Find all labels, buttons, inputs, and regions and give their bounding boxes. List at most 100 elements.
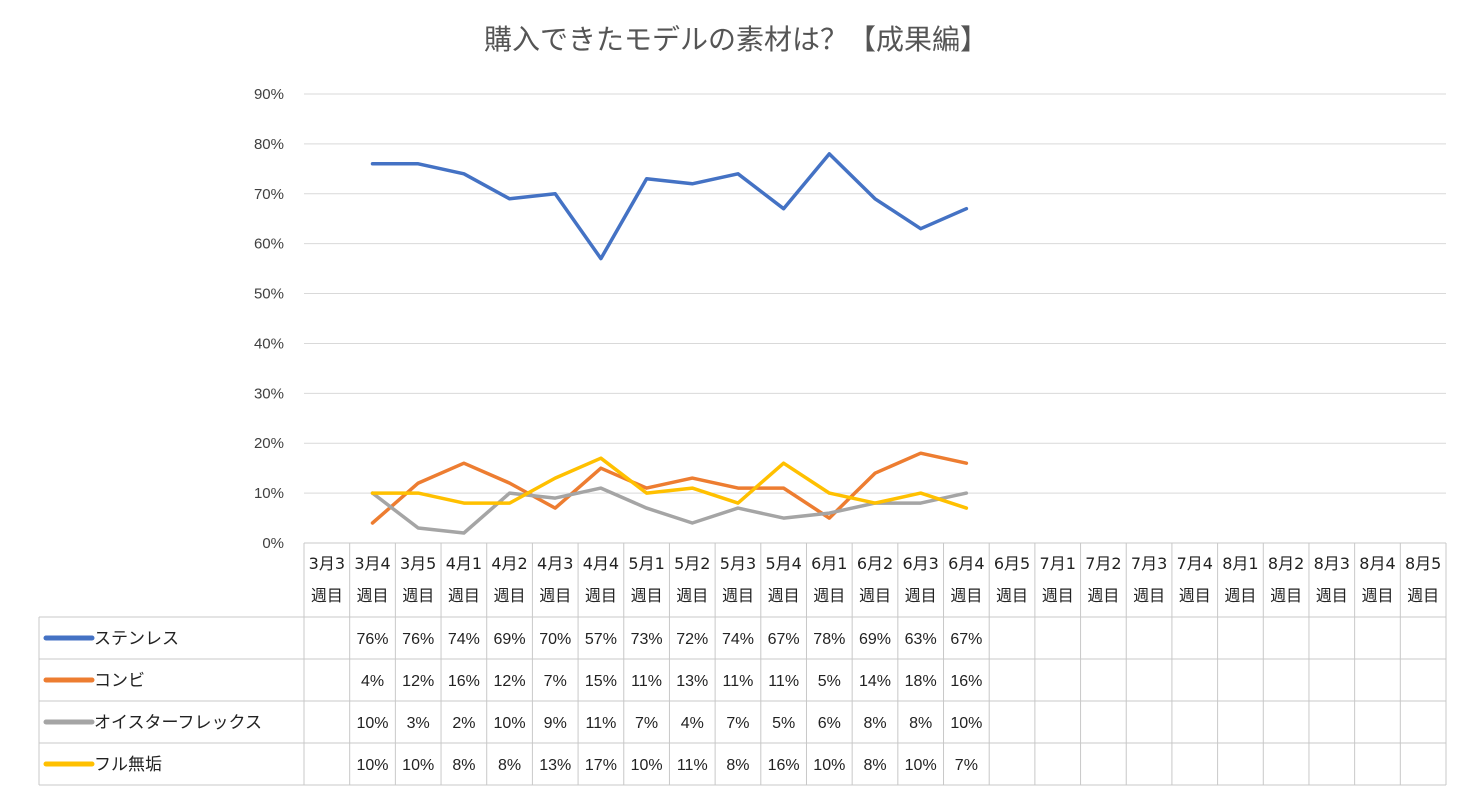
data-label: 4%	[681, 715, 704, 732]
x-tick-label: 7月3	[1131, 554, 1167, 573]
chart-title: 購入できたモデルの素材は？【成果編】	[483, 23, 988, 56]
data-label: 11%	[585, 715, 616, 732]
data-label: 74%	[722, 631, 754, 648]
y-tick-label: 90%	[254, 86, 284, 103]
x-tick-label: 4月2	[491, 554, 527, 573]
data-label: 6%	[818, 715, 841, 732]
x-tick-label: 週目	[1179, 586, 1211, 605]
x-tick-label: 週目	[1316, 586, 1348, 605]
data-label: 14%	[859, 673, 891, 690]
data-label: 67%	[950, 631, 982, 648]
data-label: 7%	[955, 757, 978, 774]
legend-label: ステンレス	[94, 629, 179, 649]
data-label: 10%	[494, 715, 526, 732]
data-label: 8%	[909, 715, 932, 732]
data-label: 16%	[950, 673, 982, 690]
x-tick-label: 週目	[1087, 586, 1119, 605]
data-label: 73%	[631, 631, 663, 648]
data-label: 8%	[863, 757, 886, 774]
x-tick-label: 週目	[859, 586, 891, 605]
data-label: 18%	[905, 673, 937, 690]
data-label: 10%	[357, 757, 389, 774]
x-tick-label: 7月4	[1177, 554, 1213, 573]
data-label: 16%	[768, 757, 800, 774]
data-label: 11%	[768, 673, 799, 690]
x-tick-label: 週目	[1270, 586, 1302, 605]
data-label: 11%	[723, 673, 754, 690]
data-label: 10%	[950, 715, 982, 732]
x-tick-label: 週目	[539, 586, 571, 605]
gridlines	[304, 93, 1446, 494]
data-label: 5%	[818, 673, 841, 690]
data-label: 12%	[402, 673, 434, 690]
x-tick-label: 4月4	[583, 554, 619, 573]
data-label: 11%	[677, 757, 708, 774]
x-tick-label: 3月4	[354, 554, 390, 573]
x-tick-label: 8月3	[1314, 554, 1350, 573]
data-label: 69%	[859, 631, 891, 648]
data-label: 7%	[726, 715, 749, 732]
series-line-2	[370, 451, 969, 525]
x-tick-label: 週目	[1133, 586, 1165, 605]
y-tick-label: 40%	[254, 335, 284, 352]
data-label: 10%	[813, 757, 845, 774]
data-label: 10%	[402, 757, 434, 774]
y-axis-ticks: 0% 10% 20% 30% 40% 50% 60% 70% 80% 90%	[254, 86, 284, 552]
x-tick-label: 8月4	[1359, 554, 1395, 573]
y-tick-label: 60%	[254, 236, 284, 253]
x-tick-label: 6月1	[811, 554, 847, 573]
x-tick-label: 6月5	[994, 554, 1030, 573]
data-label: 70%	[539, 631, 571, 648]
data-label: 63%	[905, 631, 937, 648]
x-tick-label: 7月1	[1040, 554, 1076, 573]
data-label: 72%	[676, 631, 708, 648]
legend-label: コンビ	[94, 671, 145, 691]
x-tick-label: 週目	[1042, 586, 1074, 605]
data-label: 10%	[631, 757, 663, 774]
data-label: 8%	[726, 757, 749, 774]
data-label: 11%	[631, 673, 662, 690]
data-label: 8%	[452, 757, 475, 774]
legend-label: フル無垢	[94, 755, 162, 775]
x-tick-label: 週目	[1407, 586, 1439, 605]
data-table: 3月3 週目 3月4 週目 3月5 週目 4月1 週目 4月2 週目 4月3 週目 4月4 週目 5月1 週目…	[38, 542, 1447, 786]
x-tick-label: 週目	[357, 586, 389, 605]
x-tick-label: 8月5	[1405, 554, 1441, 573]
x-tick-label: 週目	[768, 586, 800, 605]
x-tick-label: 6月4	[948, 554, 984, 573]
x-tick-label: 3月3	[309, 554, 345, 573]
x-tick-label: 5月1	[628, 554, 664, 573]
x-tick-label: 週目	[813, 586, 845, 605]
series-line-1	[370, 152, 969, 261]
x-tick-label: 週目	[631, 586, 663, 605]
data-label: 8%	[498, 757, 521, 774]
y-tick-label: 80%	[254, 136, 284, 153]
legend-label: オイスターフレックス	[94, 713, 262, 733]
x-tick-label: 8月2	[1268, 554, 1304, 573]
x-tick-label: 5月3	[720, 554, 756, 573]
x-tick-label: 週目	[311, 586, 343, 605]
y-tick-label: 0%	[262, 535, 284, 552]
x-tick-label: 4月3	[537, 554, 573, 573]
x-tick-label: 8月1	[1222, 554, 1258, 573]
series-line-4	[370, 456, 969, 510]
data-label: 74%	[448, 631, 480, 648]
x-tick-label: 6月2	[857, 554, 893, 573]
data-label: 10%	[357, 715, 389, 732]
x-tick-label: 週目	[448, 586, 480, 605]
data-label: 8%	[863, 715, 886, 732]
data-label: 17%	[585, 757, 617, 774]
data-label: 12%	[494, 673, 526, 690]
x-tick-label: 5月2	[674, 554, 710, 573]
x-tick-label: 週目	[402, 586, 434, 605]
x-tick-label: 週目	[676, 586, 708, 605]
y-tick-label: 10%	[254, 485, 284, 502]
x-tick-label: 週目	[950, 586, 982, 605]
data-label: 15%	[585, 673, 617, 690]
x-tick-label: 5月4	[765, 554, 801, 573]
series-line-3	[370, 486, 969, 535]
data-label: 4%	[361, 673, 384, 690]
data-label: 78%	[813, 631, 845, 648]
x-tick-label: 週目	[1224, 586, 1256, 605]
